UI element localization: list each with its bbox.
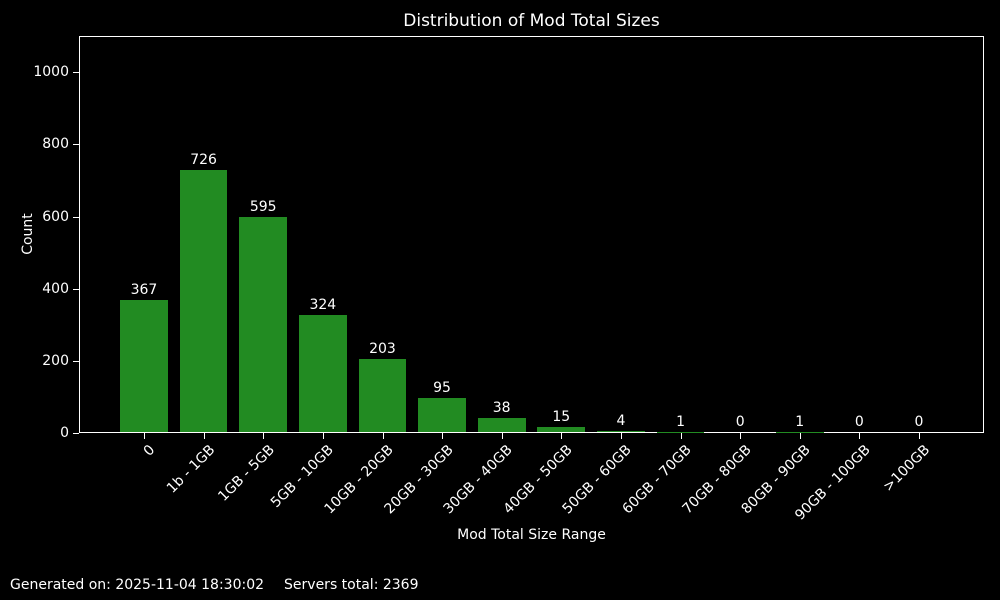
x-tick-mark: [919, 433, 920, 439]
bar: [597, 430, 645, 432]
x-tick-mark: [680, 433, 682, 439]
bar: [120, 299, 168, 432]
bar-value-label: 4: [616, 412, 626, 429]
bar-value-label: 324: [309, 297, 337, 314]
x-tick-mark: [799, 433, 801, 439]
y-tick-mark: [73, 433, 79, 434]
bar-value-label: 95: [433, 379, 451, 396]
x-tick-mark: [203, 433, 205, 439]
y-tick-mark: [73, 72, 79, 74]
x-tick-mark: [501, 433, 503, 439]
bar-value-label: 0: [854, 414, 864, 430]
x-tick-mark: [561, 433, 563, 439]
plot-area: [79, 36, 984, 433]
y-tick-label: 800: [42, 136, 69, 153]
bar-value-label: 367: [130, 281, 158, 298]
chart-title: Distribution of Mod Total Sizes: [403, 11, 660, 31]
x-tick-mark: [144, 433, 145, 439]
x-axis-title: Mod Total Size Range: [457, 527, 606, 543]
bar-value-label: 726: [190, 151, 217, 168]
footer: Generated on: 2025-11-04 18:30:02 Server…: [10, 577, 419, 593]
bar: [179, 169, 228, 432]
servers-total-text: Servers total: 2369: [284, 577, 419, 593]
bar: [477, 418, 526, 432]
x-tick-label: 1b - 1GB: [163, 442, 218, 497]
x-tick-label: 1GB - 5GB: [214, 442, 278, 505]
y-tick-mark: [73, 288, 79, 290]
generated-on-text: Generated on: 2025-11-04 18:30:02: [10, 577, 265, 593]
bar-value-label: 595: [249, 199, 277, 216]
y-tick-label: 600: [42, 208, 69, 225]
x-tick-mark: [322, 433, 324, 439]
y-axis-title: Count: [20, 213, 36, 255]
x-tick-label: >100GB: [880, 442, 934, 495]
y-tick-label: 400: [42, 280, 69, 297]
bar-value-label: 1: [795, 413, 805, 430]
y-tick-label: 1000: [33, 64, 69, 81]
x-tick-mark: [740, 433, 742, 439]
y-tick-label: 200: [42, 352, 69, 369]
bar: [418, 397, 466, 432]
bar: [298, 315, 347, 432]
bar-value-label: 1: [676, 413, 685, 430]
bar: [239, 217, 288, 432]
bar-value-label: 38: [492, 400, 511, 417]
bar: [537, 426, 586, 432]
bar-value-label: 203: [369, 340, 396, 357]
y-tick-mark: [73, 216, 79, 218]
x-tick-mark: [620, 433, 622, 439]
y-tick-mark: [73, 144, 79, 146]
bar: [358, 358, 407, 432]
bar-value-label: 0: [914, 414, 924, 430]
bars-container: [80, 37, 983, 432]
y-tick-label: 0: [60, 425, 69, 441]
x-tick-mark: [442, 433, 444, 439]
x-tick-mark: [382, 433, 384, 439]
x-tick-mark: [263, 433, 265, 439]
bar-value-label: 0: [735, 414, 745, 430]
y-tick-mark: [73, 360, 79, 362]
x-tick-mark: [859, 433, 861, 439]
x-tick-label: 0: [140, 442, 159, 460]
bar-value-label: 15: [552, 408, 571, 425]
